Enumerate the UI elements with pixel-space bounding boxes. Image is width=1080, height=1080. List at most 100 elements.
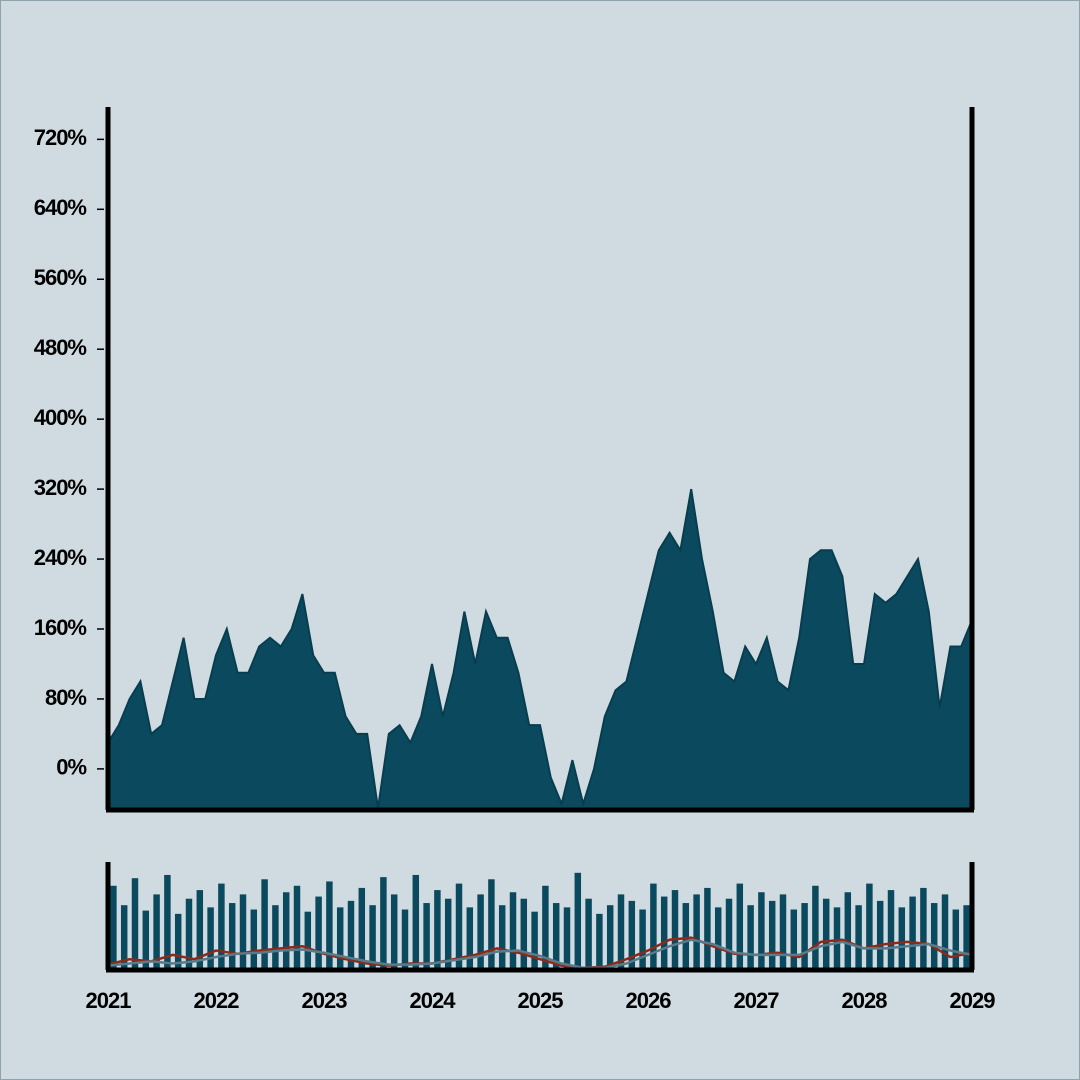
bar [855,905,862,970]
bar [282,892,290,970]
bar [185,898,193,970]
bar [844,892,852,970]
bar [909,896,916,970]
x-tick-label: 2021 [86,988,132,1013]
y-tick-label: 320% [34,475,87,500]
bar [196,890,204,970]
bar [812,885,819,970]
bar [747,905,754,970]
y-tick-label: 640% [34,195,87,220]
bar [164,874,171,970]
bar [887,890,895,970]
bar [293,885,301,970]
bar [552,903,560,970]
bar [326,881,333,970]
x-tick-label: 2026 [626,988,672,1013]
x-tick-label: 2022 [194,988,240,1013]
bar [455,883,463,970]
bar [596,913,603,970]
y-tick-label: 80% [45,685,86,710]
bar [693,894,700,970]
bar [963,905,970,970]
x-tick-label: 2025 [518,988,564,1013]
bar [531,911,538,970]
area [107,488,973,811]
bar [801,903,808,970]
bar [822,898,830,970]
bar [563,907,571,970]
bar [390,894,398,970]
y-tick-label: 0% [56,755,86,780]
y-tick-label: 480% [34,335,87,360]
bar [833,907,841,970]
bar [250,909,258,970]
bar [930,903,938,970]
bar [477,894,484,970]
bar [866,883,873,970]
bar [336,907,344,970]
bar [174,913,182,970]
bar [768,900,776,970]
bar [920,887,927,970]
bar [671,890,679,970]
bar [412,874,420,970]
x-tick-label: 2029 [950,988,996,1013]
bar [304,911,312,970]
bar [628,900,636,970]
bar [120,905,128,970]
bar [876,900,884,970]
bar [704,887,711,970]
bar [315,896,322,970]
bar [714,907,722,970]
bar [898,907,906,970]
x-tick-label: 2028 [842,988,888,1013]
bar [639,909,646,970]
bar [401,909,409,970]
bar [606,905,614,970]
bar [650,883,657,970]
bar [228,903,236,970]
bar [660,896,668,970]
bar [790,909,798,970]
bar [617,894,625,970]
bar [779,894,787,970]
bar [725,898,733,970]
x-tick-label: 2024 [410,988,457,1013]
bar [380,877,387,970]
line [107,938,973,970]
line [107,936,973,970]
bar [542,885,549,970]
bar [736,883,744,970]
y-tick-label: 240% [34,545,87,570]
y-tick-label: 720% [34,125,87,150]
bar [110,885,117,970]
bar [509,892,517,970]
bar [239,894,247,970]
bar [498,905,506,970]
bar [261,879,268,970]
x-tick-label: 2027 [734,988,780,1013]
bar [153,894,160,970]
bar [347,900,355,970]
x-tick-label: 2023 [302,988,348,1013]
bar [444,898,452,970]
bar [207,907,214,970]
bar [218,883,225,970]
bar [466,907,474,970]
y-tick-label: 400% [34,405,87,430]
y-tick-label: 560% [34,265,87,290]
bar [131,878,139,970]
bar [941,894,949,970]
y-tick-label: 160% [34,615,87,640]
bar [488,879,495,970]
bar [758,892,765,970]
bar [520,898,528,970]
bar [585,898,592,970]
bar [952,909,960,970]
bar [358,887,366,970]
bar [369,905,376,970]
bar [272,905,279,970]
